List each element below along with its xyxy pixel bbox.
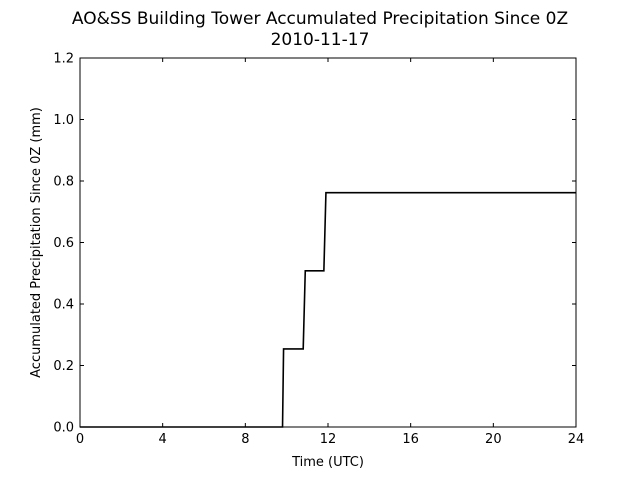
x-tick-label: 4 [159,432,167,447]
axis-ticks: 0 4 8 12 16 20 24 0.0 0.2 0.4 0.6 0.8 1.0 1.2 [53,52,584,448]
series-layer [80,191,576,428]
x-tick-label: 12 [320,432,337,447]
plot-frame [79,57,577,428]
chart-subtitle: 2010-11-17 [271,30,370,50]
x-tick-label: 24 [568,432,585,447]
y-tick-label: 0.0 [53,421,74,436]
x-tick-label: 20 [485,432,502,447]
y-axis-label: Accumulated Precipitation Since 0Z (mm) [29,107,44,378]
y-tick-label: 1.0 [53,113,74,128]
x-tick-label: 8 [241,432,249,447]
y-tick-label: 0.8 [53,175,74,190]
y-tick-label: 0.2 [53,359,74,374]
y-tick-label: 1.2 [53,52,74,67]
chart-title: AO&SS Building Tower Accumulated Precipi… [72,9,568,29]
series-line [80,191,576,428]
y-tick-label: 0.6 [53,236,74,251]
x-tick-label: 0 [76,432,84,447]
x-axis-label: Time (UTC) [291,455,364,470]
y-tick-label: 0.4 [53,298,74,313]
x-tick-label: 16 [402,432,419,447]
